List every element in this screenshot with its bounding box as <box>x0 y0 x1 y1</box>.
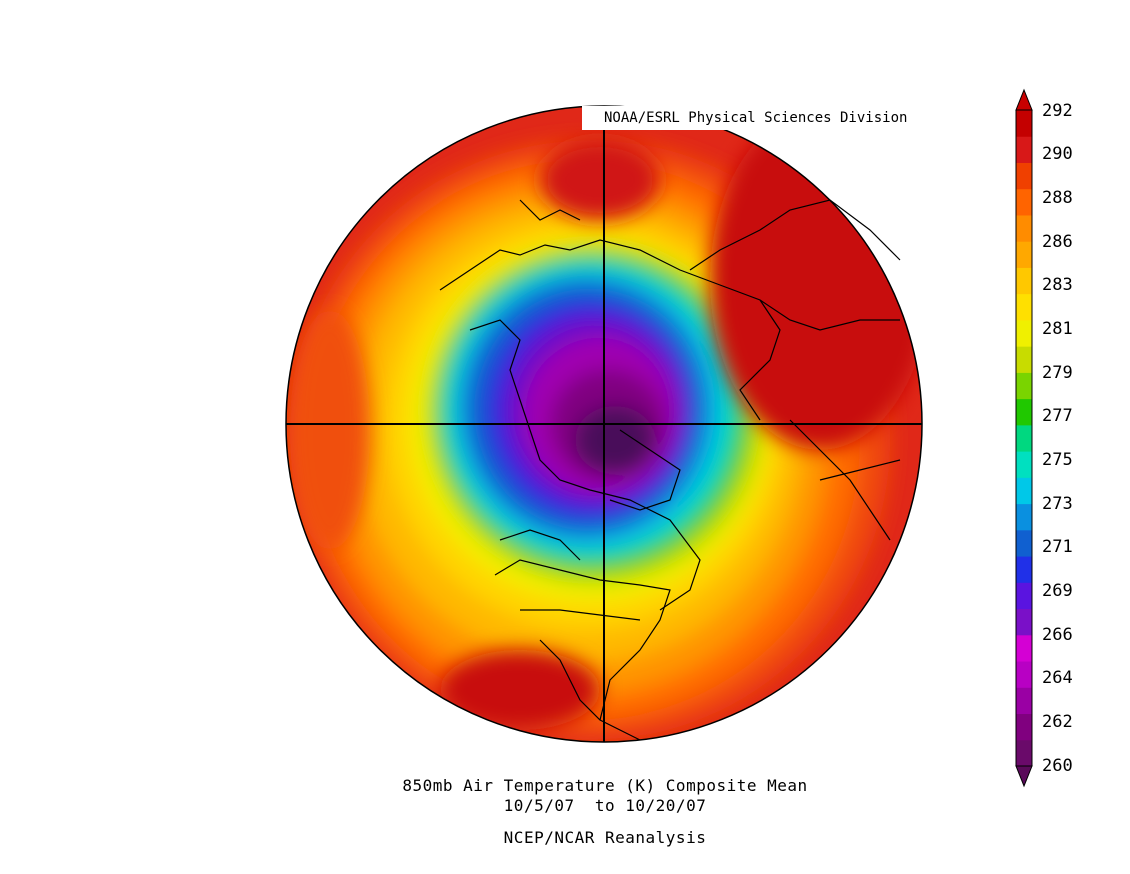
colorbar-cell <box>1016 293 1032 321</box>
colorbar-tick: 273 <box>1042 494 1073 514</box>
colorbar-cell <box>1016 634 1032 662</box>
colorbar-tick: 283 <box>1042 275 1073 295</box>
colorbar-tick: 281 <box>1042 319 1073 339</box>
colorbar-tick: 264 <box>1042 668 1073 688</box>
colorbar-tick: 277 <box>1042 406 1073 426</box>
colorbar-tick: 290 <box>1042 144 1073 164</box>
colorbar-tick: 271 <box>1042 537 1073 557</box>
colorbar-cell <box>1016 503 1032 531</box>
caption-source: NCEP/NCAR Reanalysis <box>503 828 707 847</box>
colorbar-cell <box>1016 582 1032 610</box>
colorbar-cell <box>1016 424 1032 452</box>
colorbar-cell <box>1016 529 1032 557</box>
colorbar-cell <box>1016 477 1032 505</box>
temperature-field <box>286 106 922 742</box>
colorbar-cell <box>1016 372 1032 400</box>
colorbar-cell <box>1016 319 1032 347</box>
colorbar-tick: 288 <box>1042 188 1073 208</box>
colorbar-cell <box>1016 110 1032 137</box>
colorbar-cell <box>1016 162 1032 190</box>
colorbar-cell <box>1016 713 1032 741</box>
colorbar-cell <box>1016 136 1032 163</box>
colorbar-cell <box>1016 608 1032 636</box>
colorbar-cell <box>1016 241 1032 268</box>
colorbar <box>1015 88 1033 788</box>
colorbar-cell <box>1016 451 1032 478</box>
colorbar-cell <box>1016 214 1032 242</box>
colorbar-cell <box>1016 398 1032 426</box>
colorbar-tick: 262 <box>1042 712 1073 732</box>
colorbar-cell <box>1016 687 1032 715</box>
colorbar-tick: 279 <box>1042 363 1073 383</box>
colorbar-tick: 286 <box>1042 232 1073 252</box>
colorbar-tick: 275 <box>1042 450 1073 470</box>
colorbar-cell <box>1016 661 1032 688</box>
colorbar-tick: 260 <box>1042 756 1073 776</box>
colorbar-tick: 292 <box>1042 101 1073 121</box>
colorbar-cell <box>1016 267 1032 295</box>
credit-label: NOAA/ESRL Physical Sciences Division <box>582 106 922 130</box>
colorbar-tick: 266 <box>1042 625 1073 645</box>
colorbar-tick: 269 <box>1042 581 1073 601</box>
colorbar-cell <box>1016 739 1032 767</box>
colorbar-cell <box>1016 556 1032 583</box>
caption-dates: 10/5/07 to 10/20/07 <box>503 796 707 815</box>
colorbar-cell <box>1016 346 1032 373</box>
colorbar-cell <box>1016 188 1032 216</box>
coastlines <box>439 199 901 741</box>
caption-title: 850mb Air Temperature (K) Composite Mean <box>402 776 808 795</box>
